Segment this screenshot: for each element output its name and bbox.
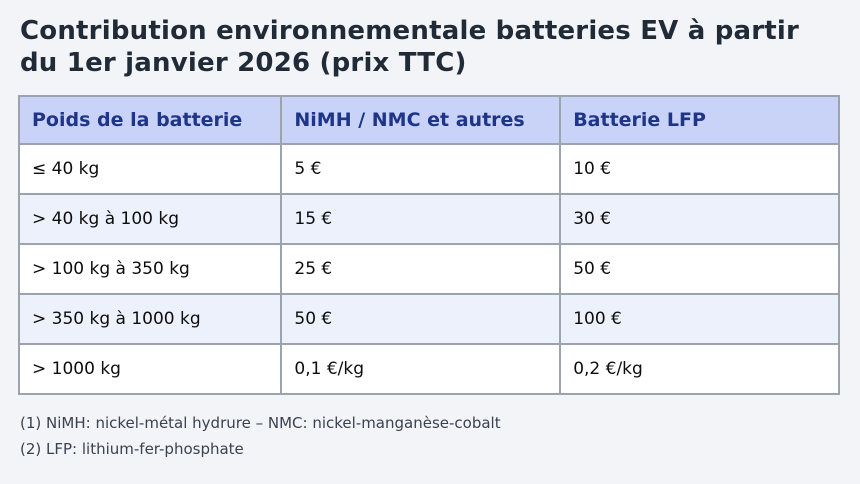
- table-row: > 40 kg à 100 kg 15 € 30 €: [17, 193, 840, 246]
- table-row: > 1000 kg 0,1 €/kg 0,2 €/kg: [17, 343, 840, 396]
- cell-weight-range: > 40 kg à 100 kg: [17, 193, 283, 246]
- cell-weight-range: > 100 kg à 350 kg: [17, 243, 283, 296]
- cell-weight-range: ≤ 40 kg: [17, 143, 283, 196]
- column-header-battery-weight: Poids de la batterie: [17, 95, 283, 146]
- cell-nimh-price: 5 €: [280, 143, 562, 196]
- cell-nimh-price: 50 €: [280, 293, 562, 346]
- cell-nimh-price: 0,1 €/kg: [280, 343, 562, 396]
- cell-lfp-price: 50 €: [559, 243, 840, 296]
- page: Contribution environnementale batteries …: [17, 16, 842, 461]
- cell-lfp-price: 0,2 €/kg: [559, 343, 840, 396]
- table-row: > 350 kg à 1000 kg 50 € 100 €: [17, 293, 840, 346]
- footnote-nimh-nmc: (1) NiMH: nickel-métal hydrure – NMC: ni…: [20, 414, 501, 433]
- table-row: > 100 kg à 350 kg 25 € 50 €: [17, 243, 840, 296]
- column-header-lfp: Batterie LFP: [559, 95, 840, 146]
- table-header-row: Poids de la batterie NiMH / NMC et autre…: [17, 95, 840, 146]
- cell-lfp-price: 10 €: [559, 143, 840, 196]
- cell-nimh-price: 25 €: [280, 243, 562, 296]
- cell-nimh-price: 15 €: [280, 193, 562, 246]
- page-title: Contribution environnementale batteries …: [20, 16, 800, 78]
- footnotes: (1) NiMH: nickel-métal hydrure – NMC: ni…: [20, 411, 842, 461]
- battery-contribution-table: Poids de la batterie NiMH / NMC et autre…: [17, 95, 840, 396]
- column-header-nimh-nmc: NiMH / NMC et autres: [280, 95, 562, 146]
- cell-weight-range: > 350 kg à 1000 kg: [17, 293, 283, 346]
- cell-lfp-price: 30 €: [559, 193, 840, 246]
- cell-weight-range: > 1000 kg: [17, 343, 283, 396]
- cell-lfp-price: 100 €: [559, 293, 840, 346]
- table-row: ≤ 40 kg 5 € 10 €: [17, 143, 840, 196]
- footnote-lfp: (2) LFP: lithium-fer-phosphate: [20, 440, 244, 459]
